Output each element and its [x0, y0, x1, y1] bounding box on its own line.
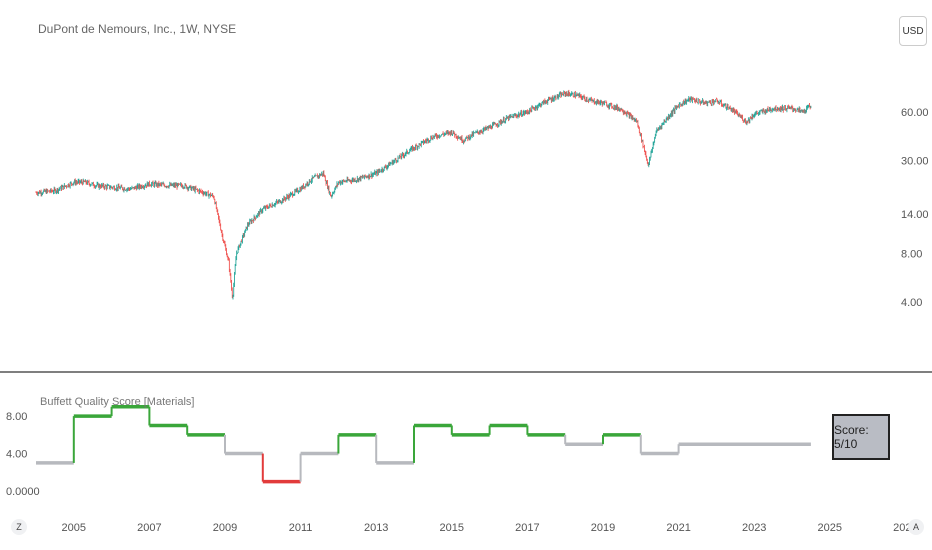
price-tick-label: 60.00	[901, 107, 929, 119]
price-tick-label: 30.00	[901, 155, 929, 167]
price-axis: 60.00 30.00 14.00 8.00 4.00	[901, 107, 929, 309]
time-tick-label: 2017	[515, 522, 539, 534]
score-tick-label: 0.0000	[6, 486, 40, 498]
score-tick-label: 8.00	[6, 411, 27, 423]
price-candles	[35, 89, 812, 300]
time-tick-label: 2023	[742, 522, 766, 534]
time-axis: 2005 2007 2009 2011 2013 2015 2017 2019 2021 2023…	[62, 522, 918, 534]
score-badge: Score: 5/10	[832, 414, 890, 460]
score-tick-label: 4.00	[6, 449, 27, 461]
time-tick-label: 2019	[591, 522, 615, 534]
time-tick-label: 2007	[137, 522, 161, 534]
time-tick-label: 2011	[289, 522, 313, 534]
time-tick-label: 2009	[213, 522, 237, 534]
indicator-title: Buffett Quality Score [Materials]	[40, 396, 195, 408]
time-tick-label: 2015	[440, 522, 464, 534]
score-axis: 8.00 4.00 0.0000	[6, 411, 40, 498]
time-tick-label: 2021	[666, 522, 690, 534]
price-tick-label: 8.00	[901, 248, 922, 260]
auto-scale-left-button[interactable]: Z	[11, 519, 27, 535]
price-tick-label: 14.00	[901, 209, 929, 221]
score-line	[36, 405, 811, 484]
time-tick-label: 2005	[62, 522, 86, 534]
time-tick-label: 2013	[364, 522, 388, 534]
symbol-title: DuPont de Nemours, Inc., 1W, NYSE	[38, 22, 237, 36]
auto-scale-right-button[interactable]: A	[908, 519, 924, 535]
currency-button[interactable]: USD	[899, 16, 927, 46]
price-tick-label: 4.00	[901, 297, 922, 309]
time-tick-label: 2025	[818, 522, 842, 534]
